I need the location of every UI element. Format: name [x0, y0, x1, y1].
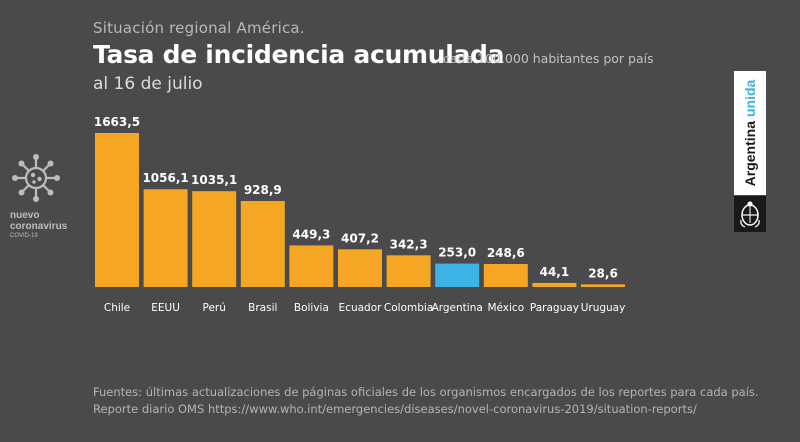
- category-label: Ecuador: [339, 302, 383, 314]
- value-label: 449,3: [292, 227, 330, 241]
- category-label: Uruguay: [581, 302, 626, 314]
- value-label: 1035,1: [191, 173, 237, 187]
- value-label: 44,1: [540, 265, 570, 279]
- logo-line-1: nuevo: [10, 210, 40, 221]
- bar-perú: [192, 191, 237, 287]
- category-label: Colombia: [384, 302, 433, 314]
- category-label: Brasil: [248, 302, 277, 314]
- category-label: Argentina: [432, 302, 483, 314]
- value-label: 248,6: [487, 246, 525, 260]
- bar-uruguay: [581, 284, 625, 287]
- coronavirus-logo: nuevo coronavirus COVID-19: [10, 152, 80, 240]
- bar-eeuu: [143, 189, 188, 287]
- footer-line-2: Reporte diario OMS https://www.who.int/e…: [93, 402, 697, 416]
- national-seal-icon: [740, 201, 760, 228]
- brand-word-2: unida: [742, 79, 758, 117]
- bar-brasil: [240, 201, 285, 287]
- value-label: 407,2: [341, 231, 379, 245]
- brand-word-1: Argentina: [742, 121, 758, 187]
- category-label: México: [487, 302, 524, 314]
- value-label: 28,6: [588, 266, 618, 280]
- value-label: 1663,5: [94, 115, 140, 129]
- logo-line-2: coronavirus: [10, 221, 68, 232]
- bar-paraguay: [532, 282, 577, 287]
- bar-chile: [95, 133, 139, 287]
- bar-méxico: [483, 263, 528, 287]
- logo-line-3: COVID-19: [10, 233, 38, 239]
- bar-argentina: [435, 263, 480, 287]
- date-line: al 16 de julio: [93, 74, 203, 94]
- subtitle: cada 100.000 habitantes por país: [443, 51, 654, 66]
- bar-bolivia: [289, 245, 334, 287]
- category-label: Paraguay: [530, 302, 579, 314]
- value-label: 1056,1: [142, 171, 188, 185]
- value-label: 928,9: [244, 183, 282, 197]
- virus-icon: [12, 154, 60, 202]
- category-label: EEUU: [151, 302, 180, 314]
- value-label: 342,3: [390, 237, 428, 251]
- seal-box: [734, 196, 766, 232]
- supertitle: Situación regional América.: [93, 19, 305, 37]
- bar-ecuador: [338, 249, 382, 287]
- brand-text: Argentina unida: [742, 80, 758, 187]
- footer-line-1: Fuentes: últimas actualizaciones de pági…: [93, 385, 759, 399]
- sources-footer: Fuentes: últimas actualizaciones de pági…: [93, 384, 759, 418]
- category-label: Chile: [104, 302, 130, 314]
- argentina-unida-logo: Argentina unida: [734, 71, 766, 195]
- page-title: Tasa de incidencia acumulada: [93, 40, 505, 69]
- value-label: 253,0: [438, 246, 476, 260]
- bar-colombia: [386, 255, 431, 287]
- category-label: Perú: [203, 302, 226, 314]
- category-label: Bolivia: [294, 302, 329, 314]
